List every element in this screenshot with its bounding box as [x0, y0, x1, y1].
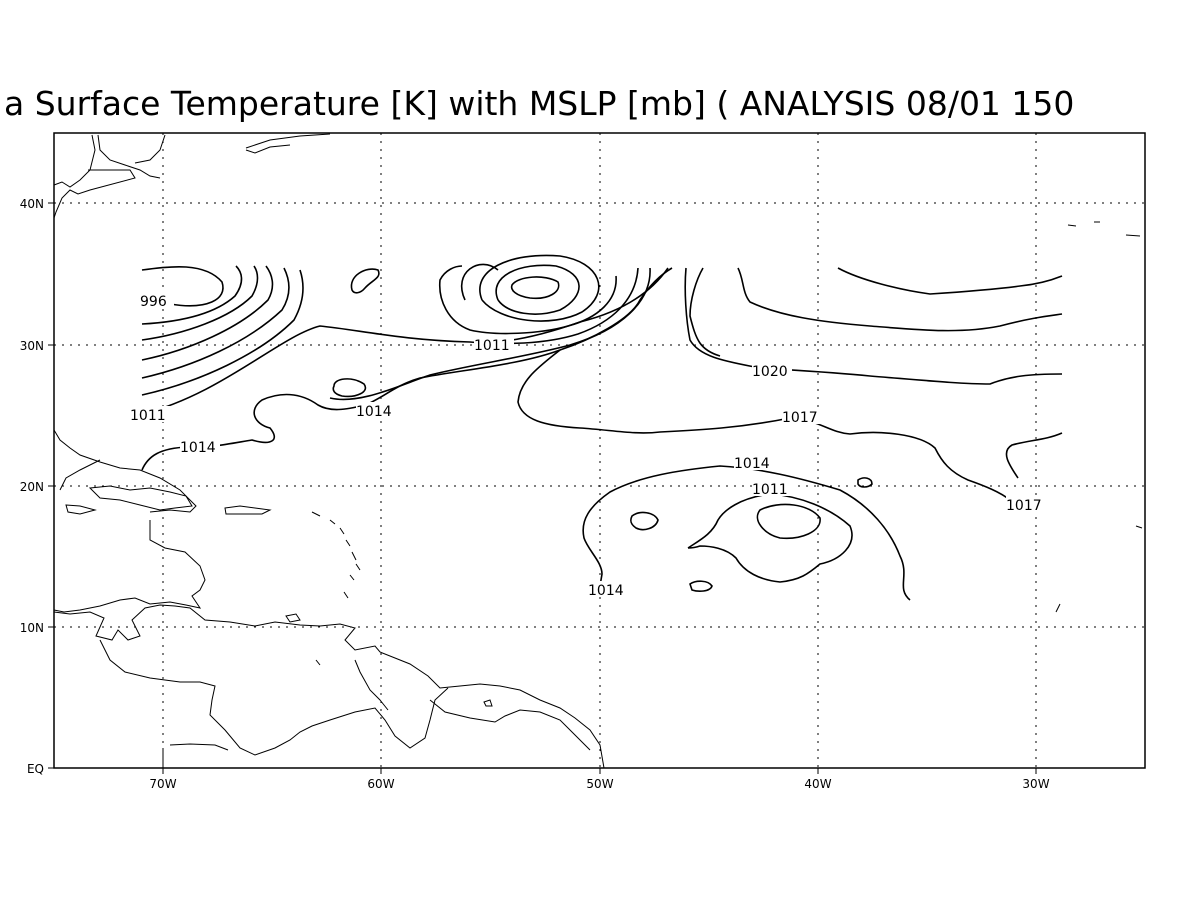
lon-tick-label: 40W — [804, 777, 831, 791]
longitude-labels: 70W 60W 50W 40W 30W — [149, 777, 1049, 791]
lat-tick-label: 20N — [20, 480, 44, 494]
lat-tick-label: 10N — [20, 621, 44, 635]
lon-tick-label: 30W — [1022, 777, 1049, 791]
lat-tick-label: 30N — [20, 339, 44, 353]
contour-label-1014-east: 1014 — [734, 456, 770, 472]
mslp-contours — [141, 254, 1063, 601]
contour-label-1011-west: 1011 — [130, 408, 166, 424]
contour-label-996: 996 — [140, 294, 167, 310]
lon-tick-label: 70W — [149, 777, 176, 791]
graticule — [54, 133, 1145, 768]
map-title: a Surface Temperature [K] with MSLP [mb]… — [4, 84, 1074, 123]
lon-tick-label: 60W — [367, 777, 394, 791]
tick-marks — [48, 202, 1037, 774]
contour-label-1014-west: 1014 — [180, 440, 216, 456]
contour-label-1011-east: 1011 — [752, 482, 788, 498]
contour-label-1020: 1020 — [752, 364, 788, 380]
contour-label-1017-mid: 1017 — [782, 410, 818, 426]
contour-label-1011-north: 1011 — [474, 338, 510, 354]
lat-tick-label: 40N — [20, 197, 44, 211]
lon-tick-label: 50W — [586, 777, 613, 791]
contour-label-1014-mid: 1014 — [356, 404, 392, 420]
latitude-labels: 40N 30N 20N 10N EQ — [20, 197, 44, 776]
contour-label-1014-south: 1014 — [588, 583, 624, 599]
contour-label-1017-east: 1017 — [1006, 498, 1042, 514]
coastlines — [53, 133, 1143, 769]
contour-labels: 996 1011 1011 1014 1014 1020 1017 1014 1… — [130, 292, 1046, 599]
lat-tick-label: EQ — [27, 762, 44, 776]
